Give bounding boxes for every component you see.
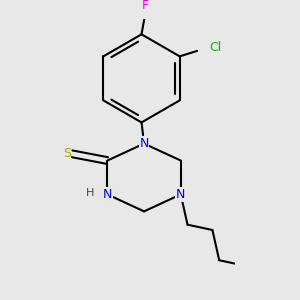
Text: N: N (176, 188, 185, 201)
Text: F: F (142, 0, 149, 12)
Text: N: N (103, 188, 112, 201)
Text: Cl: Cl (209, 41, 221, 54)
Text: H: H (86, 188, 94, 198)
Text: S: S (63, 147, 71, 160)
Text: N: N (140, 137, 149, 150)
